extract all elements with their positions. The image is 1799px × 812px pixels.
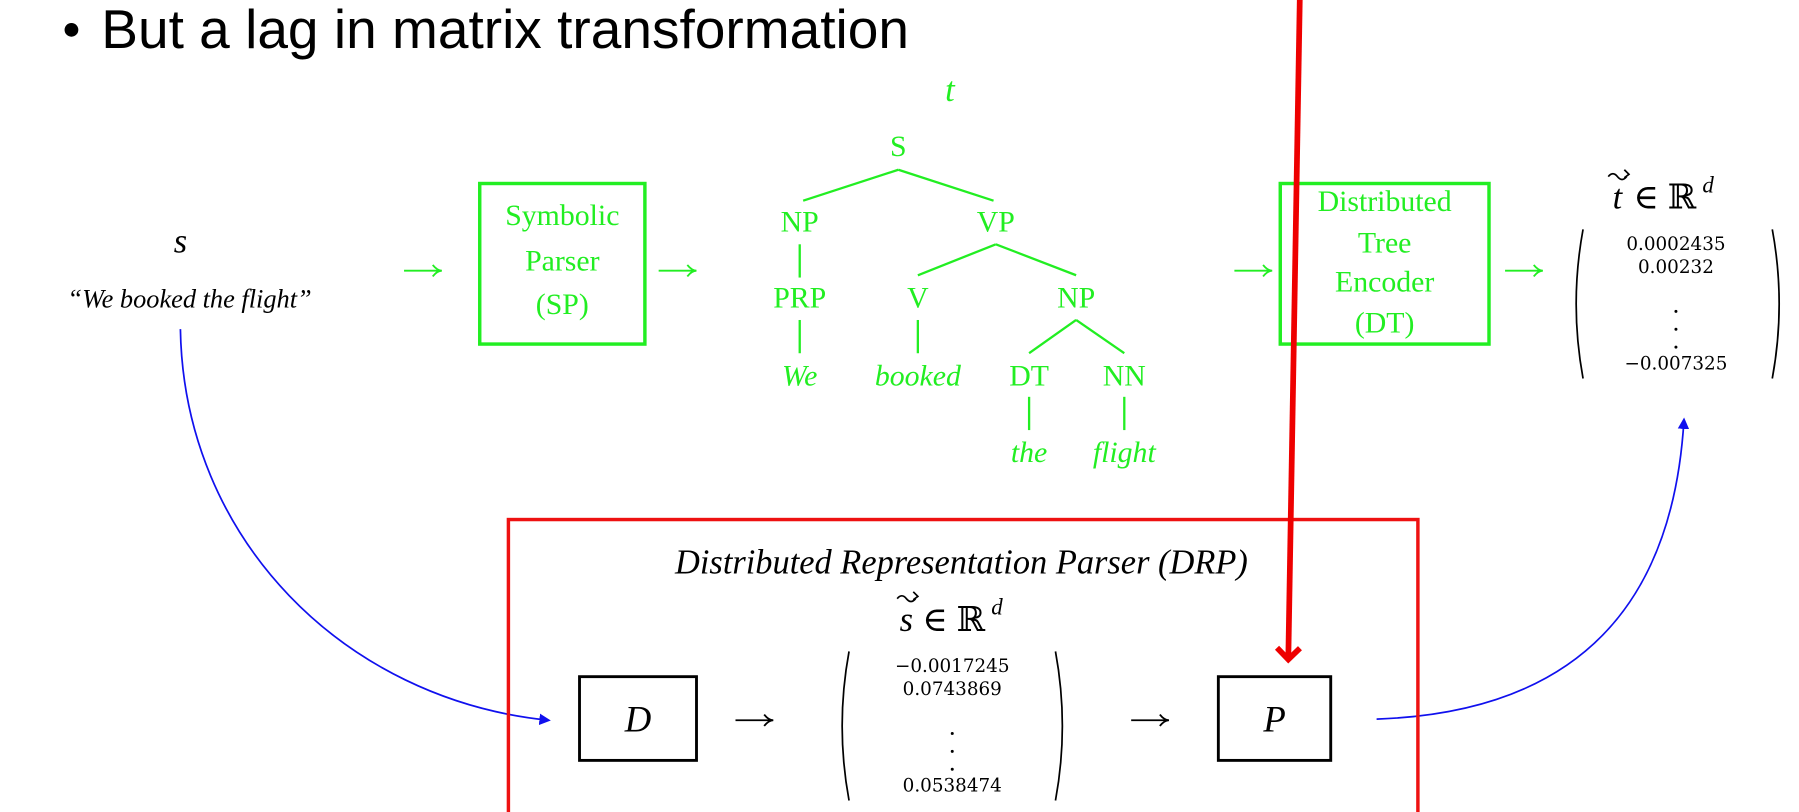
p-label: P xyxy=(1262,699,1285,740)
over-arrow xyxy=(1607,169,1631,181)
tree-edge xyxy=(1028,319,1077,355)
vdot xyxy=(950,731,954,735)
over-arrow xyxy=(896,591,920,603)
vector-symbol: t xyxy=(1613,179,1624,217)
tree-node: the xyxy=(1011,436,1047,469)
blue-curve xyxy=(1376,417,1690,720)
vector-value: −0.007325 xyxy=(1624,353,1727,374)
vector-power: d xyxy=(1702,173,1714,198)
paren xyxy=(841,651,850,801)
vdot xyxy=(1674,345,1678,349)
vector-value: 0.00232 xyxy=(1638,257,1714,278)
drp-box xyxy=(506,517,1420,812)
paren xyxy=(1771,229,1780,379)
dt-text: Tree xyxy=(1358,226,1412,259)
arrow-head xyxy=(1262,264,1273,277)
paren xyxy=(1054,651,1064,801)
red-arrow xyxy=(1274,0,1303,664)
vector-value: 0.0002435 xyxy=(1626,234,1725,255)
tree-node: booked xyxy=(875,359,961,392)
vector-value: 0.0538474 xyxy=(903,775,1002,796)
tree-node: NP xyxy=(1057,281,1095,314)
tree-edge xyxy=(917,243,997,277)
dt-box xyxy=(1278,181,1491,346)
arrow-head xyxy=(763,713,774,727)
sp-box xyxy=(478,181,647,346)
input-sentence: “We booked the flight” xyxy=(67,284,311,313)
d-label: D xyxy=(624,699,652,740)
vector-space: ∈ ℝ xyxy=(922,601,985,639)
arrow-head xyxy=(1159,713,1170,727)
p-box xyxy=(1216,675,1333,762)
tree-node: We xyxy=(782,359,817,392)
paren xyxy=(1575,229,1584,379)
vdot xyxy=(1674,327,1678,331)
tree-node: V xyxy=(907,281,929,314)
tree-node: NP xyxy=(781,206,819,239)
tree-edge xyxy=(897,168,994,202)
dt-text: Distributed xyxy=(1318,185,1452,218)
sp-text: (SP) xyxy=(536,288,589,321)
vector-value: 0.0743869 xyxy=(903,679,1002,700)
vdot xyxy=(1674,309,1678,313)
tree-node: flight xyxy=(1093,436,1157,469)
tree-node: NN xyxy=(1103,359,1146,392)
dt-text: (DT) xyxy=(1355,307,1415,340)
input-symbol: s xyxy=(174,222,187,260)
tree-node: VP xyxy=(977,206,1015,239)
tree-edge xyxy=(802,168,899,202)
vector-space: ∈ ℝ xyxy=(1634,179,1697,217)
vector-symbol: s xyxy=(900,601,913,639)
vector-value: −0.0017245 xyxy=(895,656,1010,677)
d-box xyxy=(578,675,698,762)
sp-text: Parser xyxy=(525,245,600,278)
vdot xyxy=(950,749,954,753)
tree-edge xyxy=(1075,319,1125,355)
dt-text: Encoder xyxy=(1335,265,1434,298)
sp-text: Symbolic xyxy=(505,199,619,232)
arrows xyxy=(404,264,1543,727)
arrow-head xyxy=(686,264,697,277)
arrow-head xyxy=(431,264,442,277)
bullet-dot xyxy=(64,22,79,37)
vdot xyxy=(950,767,954,771)
blue-curve xyxy=(179,329,551,726)
tree-edge xyxy=(995,243,1077,277)
tree-node: S xyxy=(890,130,907,163)
arrow-head xyxy=(1533,264,1543,277)
tree-node: PRP xyxy=(773,281,826,314)
tree-node: DT xyxy=(1009,359,1049,392)
drp-title: Distributed Representation Parser (DRP) xyxy=(674,543,1248,581)
bullet-text: But a lag in matrix transformation xyxy=(101,0,909,60)
tree-symbol: t xyxy=(945,71,956,109)
vector-power: d xyxy=(991,595,1003,620)
